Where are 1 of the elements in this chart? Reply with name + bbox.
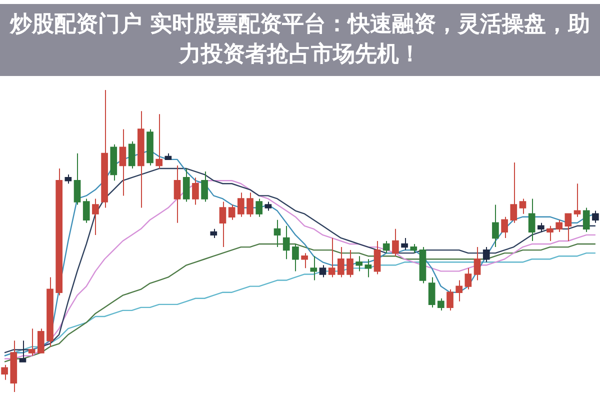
chart-title: 炒股配资门户 实时股票配资平台：快速融资，灵活操盘，助力投资者抢占市场先机！ bbox=[0, 4, 600, 76]
